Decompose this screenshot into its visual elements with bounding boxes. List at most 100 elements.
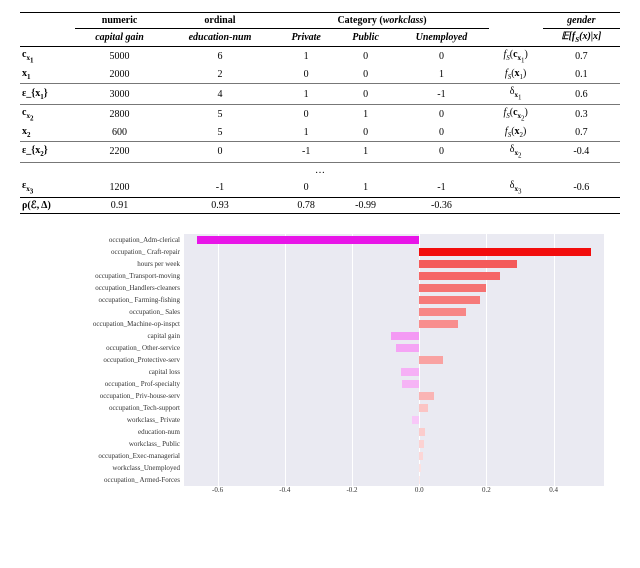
bar-label: capital gain xyxy=(50,332,184,340)
chart-row: workclass_Unemployed xyxy=(50,462,610,474)
cell-priv: -1 xyxy=(275,142,336,162)
cell-priv: 0.78 xyxy=(275,197,336,213)
bar xyxy=(419,260,516,268)
bar-label: occupation_ Other-service xyxy=(50,344,184,352)
chart-row: occupation_Transport-moving xyxy=(50,270,610,282)
col-education-num: education-num xyxy=(165,29,276,47)
cell-edu: 5 xyxy=(165,104,276,124)
bar-label: occupation_ Armed-Forces xyxy=(50,476,184,484)
col-group-numeric: numeric xyxy=(75,13,165,29)
x-tick: -0.6 xyxy=(212,486,223,494)
bar-label: capital loss xyxy=(50,368,184,376)
cell-val: 0.6 xyxy=(543,84,620,104)
bar xyxy=(419,356,443,364)
cell-val: 0.7 xyxy=(543,124,620,142)
cell-un: 1 xyxy=(394,66,488,84)
category-italic: workclass xyxy=(383,15,424,26)
col-group-category: Category (workclass) xyxy=(337,15,426,26)
cell-rlab: δx2 xyxy=(489,142,543,162)
cell-priv: 1 xyxy=(275,124,336,142)
row-label: cx2 xyxy=(20,104,75,124)
bar xyxy=(396,344,420,352)
cell-priv: 1 xyxy=(275,84,336,104)
bar xyxy=(197,236,419,244)
row-label: εx3 xyxy=(20,178,75,198)
cell-un: 0 xyxy=(394,124,488,142)
chart-row: occupation_Protective-serv xyxy=(50,354,610,366)
chart-row: occupation_ Sales xyxy=(50,306,610,318)
row-label: ε_{x2} xyxy=(20,142,75,162)
cell-cg: 5000 xyxy=(75,47,165,67)
bar-label: workclass_Unemployed xyxy=(50,464,184,472)
bar-label: occupation_Tech-support xyxy=(50,404,184,412)
ellipsis-row: … xyxy=(20,162,620,178)
col-group-gender: gender xyxy=(543,13,620,29)
cell-priv: 0 xyxy=(275,66,336,84)
bar-label: workclass_ Public xyxy=(50,440,184,448)
cell-cg: 0.91 xyxy=(75,197,165,213)
cell-edu: -1 xyxy=(165,178,276,198)
cell-pub: 1 xyxy=(337,178,394,198)
cell-un: 0 xyxy=(394,104,488,124)
table-body: cx150006100fS(cx1)0.7x120002001fS(x1)0.1… xyxy=(20,47,620,214)
bar-label: occupation_ Farming-fishing xyxy=(50,296,184,304)
bar xyxy=(419,248,590,256)
chart-row: occupation_ Priv-house-serv xyxy=(50,390,610,402)
cell-edu: 6 xyxy=(165,47,276,67)
cell-pub: 0 xyxy=(337,66,394,84)
x-tick: -0.2 xyxy=(346,486,357,494)
chart-row: occupation_ Other-service xyxy=(50,342,610,354)
cell-cg: 2200 xyxy=(75,142,165,162)
x-tick: -0.4 xyxy=(279,486,290,494)
bar-label: occupation_Handlers-cleaners xyxy=(50,284,184,292)
chart-row: occupation_Tech-support xyxy=(50,402,610,414)
cell-val: -0.4 xyxy=(543,142,620,162)
bar-label: occupation_ Sales xyxy=(50,308,184,316)
chart-row: hours per week xyxy=(50,258,610,270)
cell-pub: -0.99 xyxy=(337,197,394,213)
x-tick: 0.2 xyxy=(482,486,491,494)
x-tick: 0.0 xyxy=(415,486,424,494)
col-private: Private xyxy=(275,29,336,47)
col-public: Public xyxy=(337,29,394,47)
cell-edu: 5 xyxy=(165,124,276,142)
cell-priv: 0 xyxy=(275,178,336,198)
cell-val xyxy=(543,197,620,213)
bar xyxy=(419,476,420,484)
bar xyxy=(401,368,419,376)
bar-label: hours per week xyxy=(50,260,184,268)
chart-row: occupation_Handlers-cleaners xyxy=(50,282,610,294)
col-unemployed: Unemployed xyxy=(394,29,488,47)
col-expect: 𝔼[fS(x)|x] xyxy=(543,29,620,47)
chart-row: occupation_ Craft-repair xyxy=(50,246,610,258)
cell-edu: 2 xyxy=(165,66,276,84)
col-group-ordinal: ordinal xyxy=(165,13,276,29)
cell-un: 0 xyxy=(394,142,488,162)
data-table: numeric ordinal Category (workclass) gen… xyxy=(20,12,620,214)
chart-row: workclass_ Public xyxy=(50,438,610,450)
chart-row: occupation_Adm-clerical xyxy=(50,234,610,246)
cell-val: 0.7 xyxy=(543,47,620,67)
cell-cg: 3000 xyxy=(75,84,165,104)
bar-label: occupation_ Craft-repair xyxy=(50,248,184,256)
bar xyxy=(419,284,486,292)
bar-label: workclass_ Private xyxy=(50,416,184,424)
bar xyxy=(391,332,420,340)
bar-label: occupation_Machine-op-inspct xyxy=(50,320,184,328)
feature-bar-chart: occupation_Adm-clerical occupation_ Craft… xyxy=(50,234,610,500)
cell-pub: 0 xyxy=(337,84,394,104)
row-label: ρ(ℰ, Δ) xyxy=(20,197,75,213)
bar xyxy=(419,404,427,412)
cell-un: -0.36 xyxy=(394,197,488,213)
bar xyxy=(412,416,419,424)
bar-label: occupation_Protective-serv xyxy=(50,356,184,364)
cell-val: 0.3 xyxy=(543,104,620,124)
chart-row: occupation_ Armed-Forces xyxy=(50,474,610,486)
chart-row: capital loss xyxy=(50,366,610,378)
bar xyxy=(419,296,479,304)
cell-rlab: δx1 xyxy=(489,84,543,104)
bar xyxy=(419,452,423,460)
bar xyxy=(419,440,424,448)
bar xyxy=(419,308,466,316)
col-capital-gain: capital gain xyxy=(75,29,165,47)
